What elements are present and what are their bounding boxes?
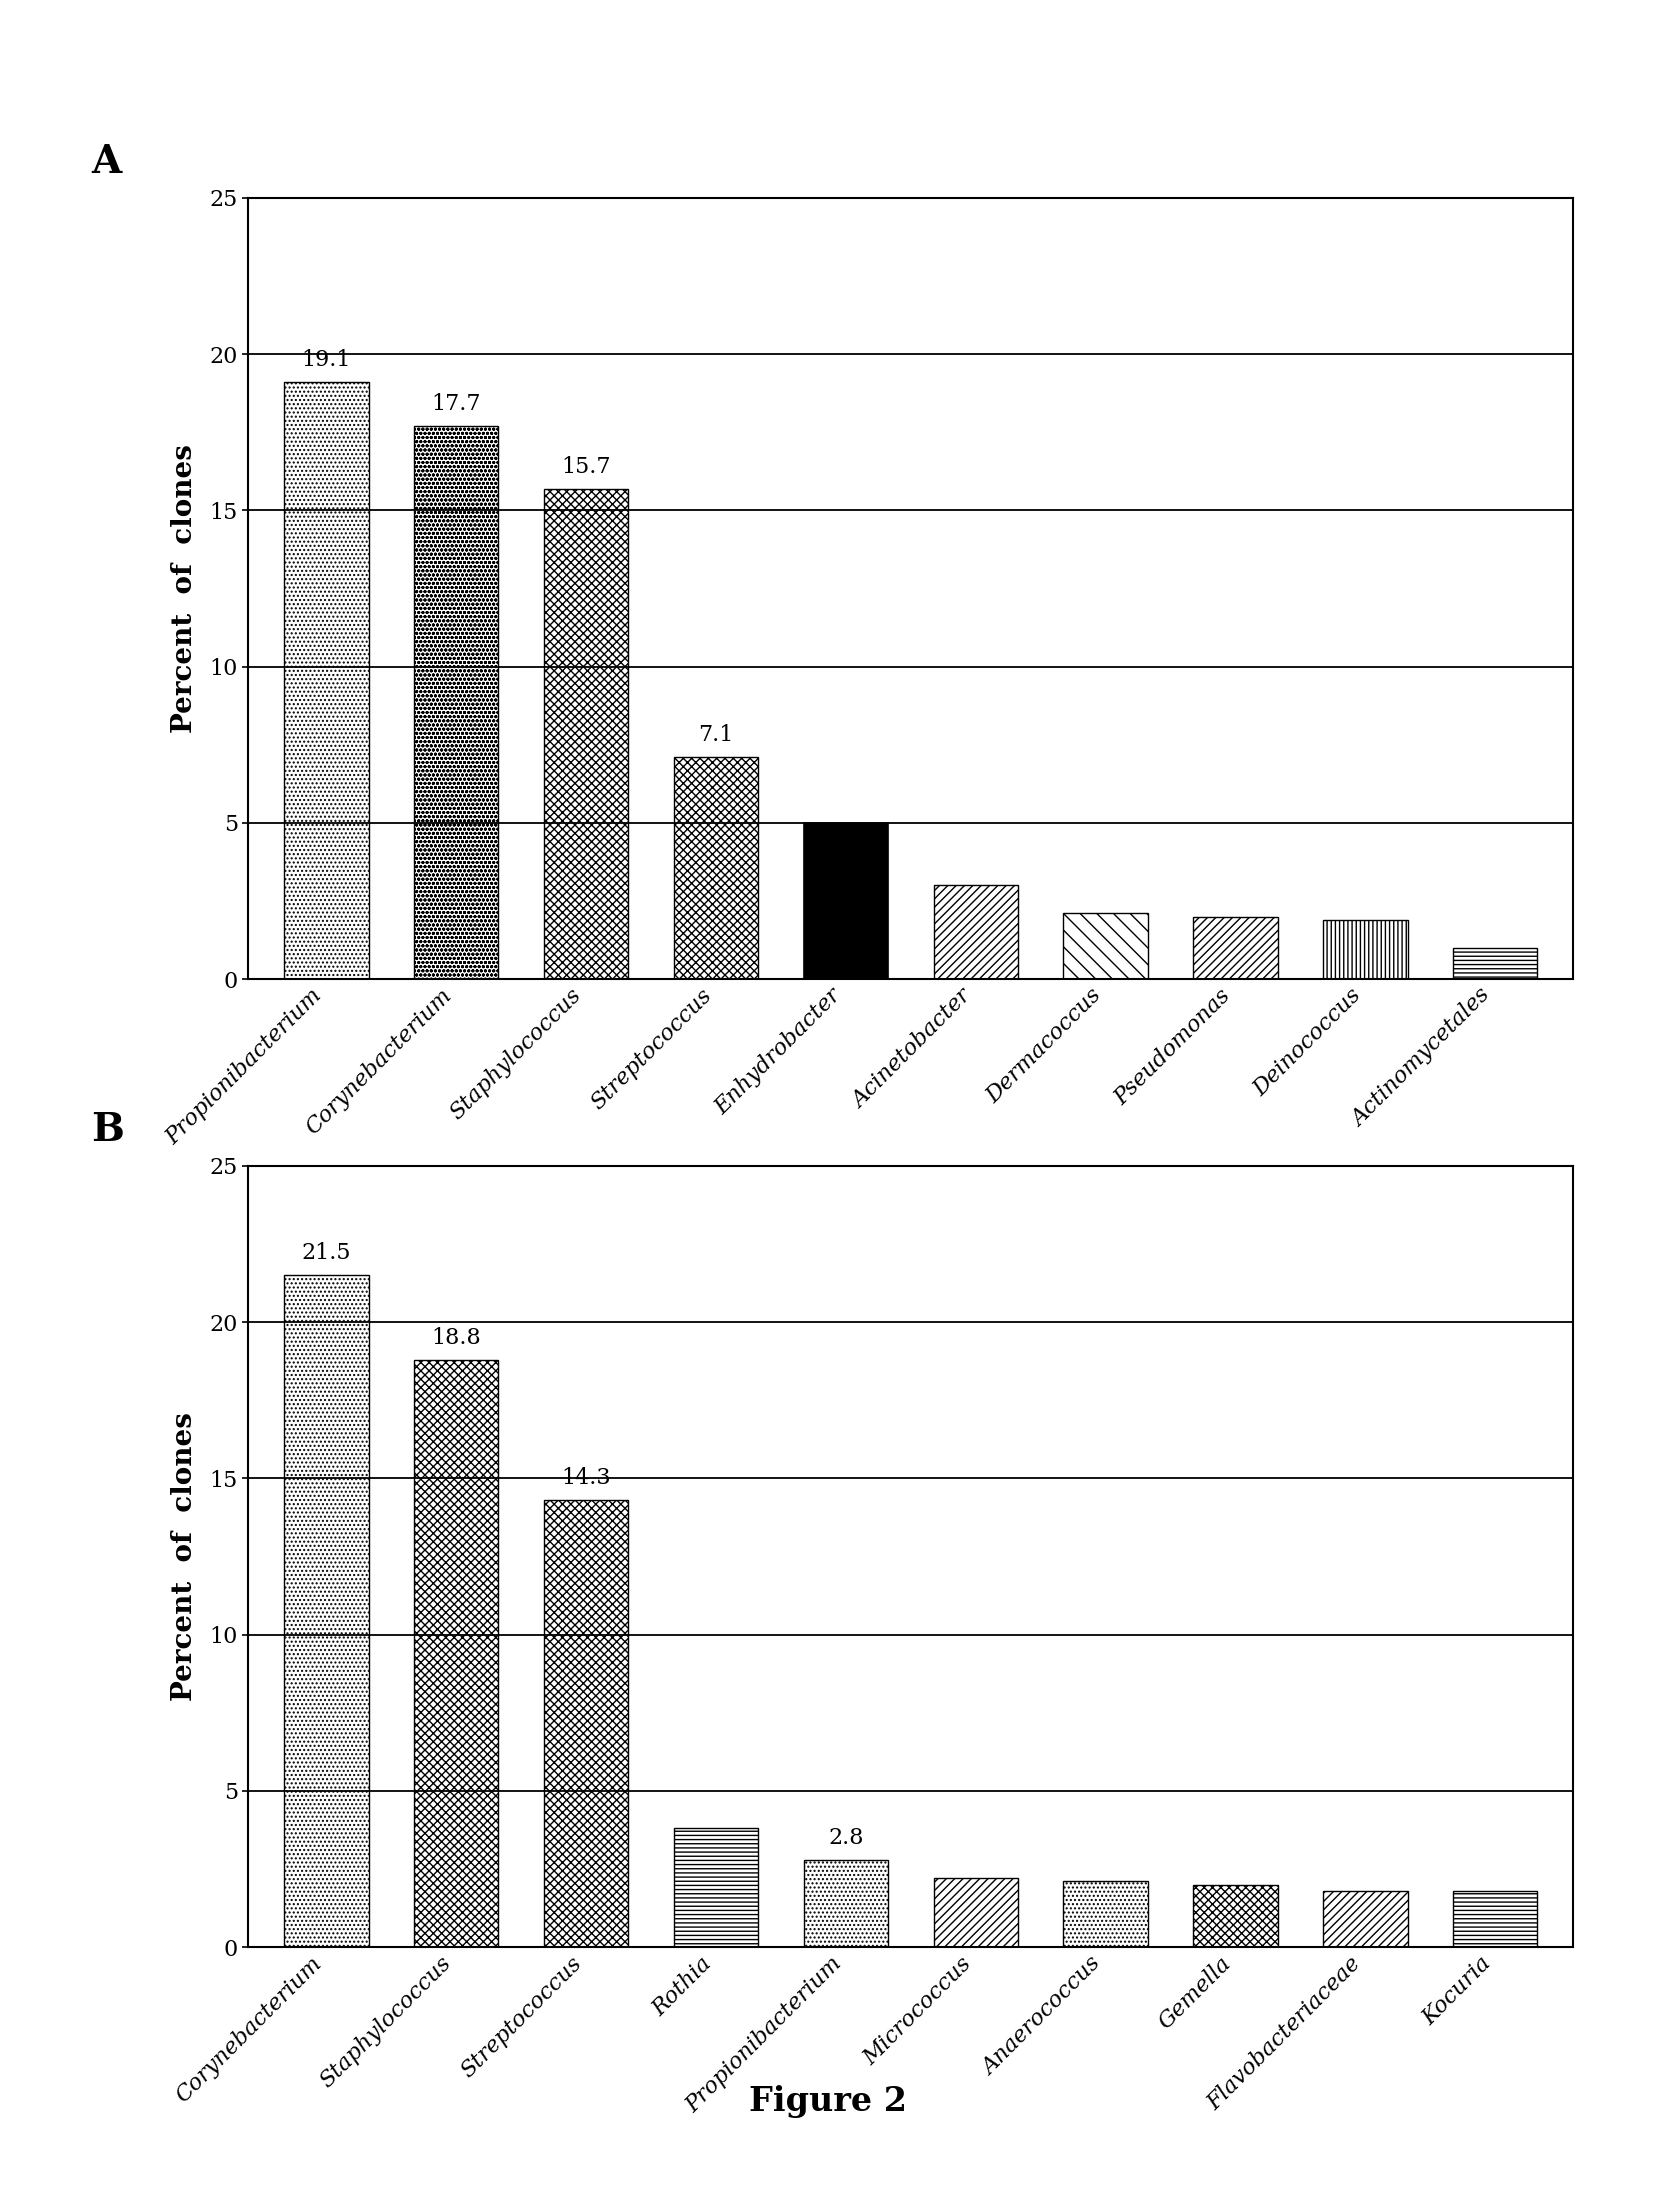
Bar [1451, 1890, 1536, 1947]
Bar [414, 427, 498, 979]
Bar [933, 884, 1018, 979]
Text: A: A [91, 143, 121, 180]
Bar [1063, 913, 1147, 979]
Y-axis label: Percent  of  clones: Percent of clones [172, 444, 199, 733]
Bar [674, 757, 758, 979]
Bar [285, 1276, 369, 1947]
Text: 2.8: 2.8 [828, 1826, 864, 1848]
Bar [285, 383, 369, 979]
Bar [543, 488, 627, 979]
Bar [803, 823, 887, 979]
Text: 15.7: 15.7 [561, 455, 611, 477]
Bar [674, 1828, 758, 1947]
Text: Figure 2: Figure 2 [748, 2086, 907, 2116]
Text: 14.3: 14.3 [561, 1467, 611, 1489]
Text: 19.1: 19.1 [301, 350, 351, 372]
Text: B: B [91, 1111, 124, 1148]
Bar [803, 1859, 887, 1947]
Bar [543, 1500, 627, 1947]
Bar [1451, 948, 1536, 979]
Bar [933, 1879, 1018, 1947]
Bar [1322, 1890, 1407, 1947]
Text: 18.8: 18.8 [430, 1327, 482, 1349]
Bar [1193, 917, 1278, 979]
Bar [1063, 1881, 1147, 1947]
Bar [1193, 1885, 1278, 1947]
Bar [414, 1360, 498, 1947]
Y-axis label: Percent  of  clones: Percent of clones [172, 1412, 199, 1701]
Text: 7.1: 7.1 [698, 724, 733, 746]
Text: 21.5: 21.5 [301, 1243, 351, 1265]
Text: 17.7: 17.7 [432, 394, 480, 416]
Bar [1322, 920, 1407, 979]
